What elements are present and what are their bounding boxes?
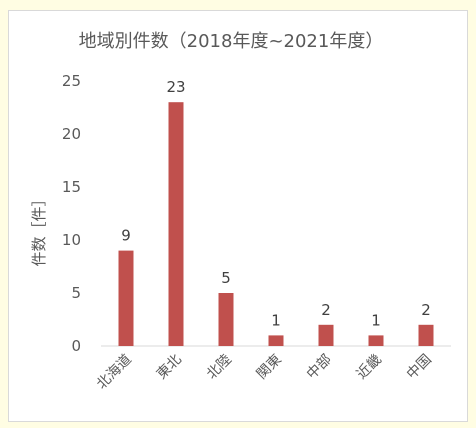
- category-label: 近畿: [354, 352, 385, 383]
- data-labels: 9 23 5 1 2 1 2: [121, 78, 431, 329]
- y-axis-title: 件数［件］: [30, 191, 48, 266]
- category-label: 中部: [304, 352, 335, 383]
- category-label: 中国: [404, 352, 435, 383]
- bar: [218, 293, 234, 346]
- data-label: 1: [371, 311, 381, 329]
- y-tick-label: 10: [62, 231, 81, 249]
- bars: [118, 102, 434, 346]
- category-label: 北陸: [204, 352, 235, 383]
- y-tick-label: 0: [71, 337, 81, 355]
- data-label: 1: [271, 311, 281, 329]
- y-tick-labels: 0 5 10 15 20 25: [62, 72, 81, 355]
- data-label: 9: [121, 227, 131, 245]
- y-tick-label: 20: [62, 125, 81, 143]
- category-label: 北海道: [94, 352, 135, 393]
- category-labels: 北海道 東北 北陸 関東 中部 近畿 中国: [94, 352, 435, 393]
- chart-title: 地域別件数（2018年度~2021年度）: [79, 31, 384, 52]
- data-label: 2: [321, 301, 331, 319]
- data-label: 2: [421, 301, 431, 319]
- y-tick-label: 25: [62, 72, 81, 90]
- y-tick-label: 5: [71, 284, 81, 302]
- data-label: 23: [166, 78, 185, 96]
- category-label: 東北: [154, 352, 185, 383]
- bar: [418, 324, 434, 346]
- bar: [368, 335, 384, 346]
- y-tick-label: 15: [62, 178, 81, 196]
- bar: [268, 335, 284, 346]
- data-label: 5: [221, 269, 231, 287]
- category-label: 関東: [254, 352, 285, 383]
- bar: [168, 102, 184, 346]
- bar: [318, 324, 334, 346]
- bar: [118, 250, 134, 346]
